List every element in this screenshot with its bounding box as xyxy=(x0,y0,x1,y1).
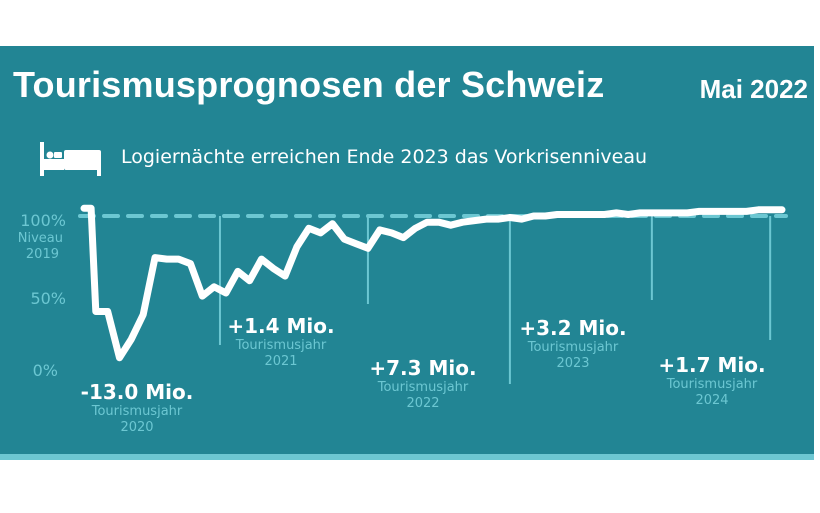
annotation-label: Tourismusjahr xyxy=(91,404,183,419)
annotation-value: +1.4 Mio. xyxy=(227,314,335,338)
series-line xyxy=(80,204,786,362)
page-title: Tourismusprognosen der Schweiz xyxy=(13,64,605,105)
annotation-year: 2023 xyxy=(556,356,590,371)
annotation-label: Tourismusjahr xyxy=(377,380,469,395)
chart-subtitle: Logiernächte erreichen Ende 2023 das Vor… xyxy=(121,146,648,168)
date-label: Mai 2022 xyxy=(699,74,808,104)
annotation-year: 2021 xyxy=(264,354,298,369)
annotation-value: +7.3 Mio. xyxy=(369,356,477,380)
annotation-year: 2020 xyxy=(120,420,154,435)
annotation-year: 2022 xyxy=(406,396,440,411)
annotation-2021: +1.4 Mio. Tourismusjahr 2021 xyxy=(201,314,361,370)
y-tick-100-sublabel: Niveau 2019 xyxy=(6,231,66,263)
y-tick-label-50: 50% xyxy=(30,289,66,308)
y-tick-sublabel-2019: 2019 xyxy=(25,247,59,262)
bed-icon xyxy=(40,142,101,176)
annotation-2024: +1.7 Mio. Tourismusjahr 2024 xyxy=(632,353,792,409)
y-tick-50: 50% xyxy=(6,289,66,308)
y-tick-label-0: 0% xyxy=(32,361,58,380)
y-tick-sublabel-niveau: Niveau xyxy=(17,231,63,246)
annotation-label: Tourismusjahr xyxy=(666,377,758,392)
y-tick-label-100: 100% xyxy=(20,211,66,230)
annotation-value: +3.2 Mio. xyxy=(519,316,627,340)
annotation-2020: -13.0 Mio. Tourismusjahr 2020 xyxy=(57,380,217,436)
annotation-label: Tourismusjahr xyxy=(235,338,327,353)
annotation-value: +1.7 Mio. xyxy=(658,353,766,377)
annotation-2022: +7.3 Mio. Tourismusjahr 2022 xyxy=(343,356,503,412)
y-tick-100: 100% xyxy=(6,211,66,230)
panel-bottom-border xyxy=(0,454,814,460)
y-tick-0: 0% xyxy=(6,361,66,380)
annotation-2023: +3.2 Mio. Tourismusjahr 2023 xyxy=(493,316,653,372)
annotation-value: -13.0 Mio. xyxy=(80,380,194,404)
annotation-label: Tourismusjahr xyxy=(527,340,619,355)
annotation-year: 2024 xyxy=(695,393,729,408)
infographic-panel xyxy=(0,46,814,454)
